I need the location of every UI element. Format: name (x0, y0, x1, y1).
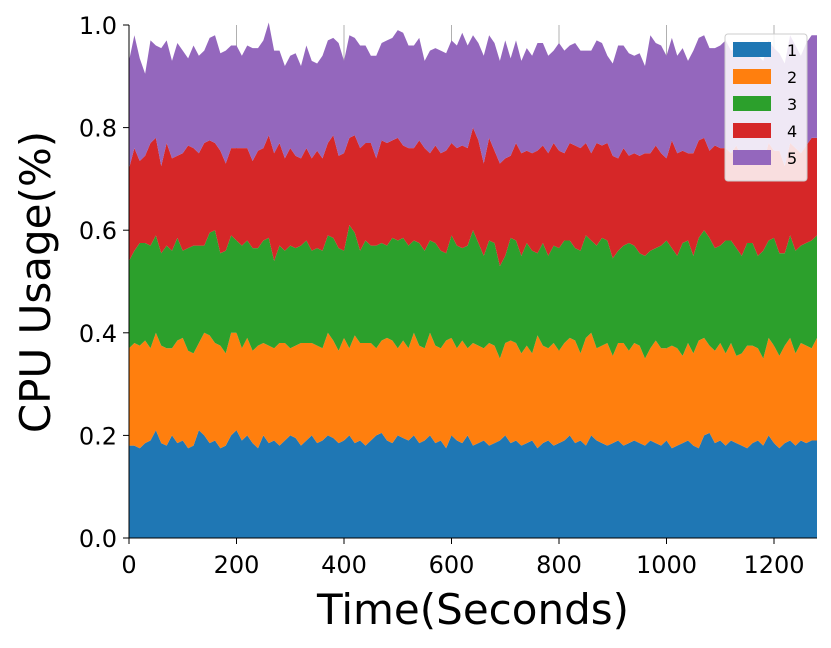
y-tick-label: 1.0 (79, 12, 117, 40)
legend-label-5: 5 (787, 149, 797, 168)
legend-label-3: 3 (787, 95, 797, 114)
x-tick-label: 1000 (636, 551, 697, 579)
y-tick-label: 0.4 (79, 320, 117, 348)
x-tick-label: 1200 (743, 551, 804, 579)
x-tick-label: 400 (321, 551, 367, 579)
x-tick-label: 200 (214, 551, 260, 579)
x-axis-ticks: 0 200 400 600 800 1000 1200 (121, 538, 805, 579)
legend-swatch-4 (733, 123, 771, 138)
y-axis-ticks: 0.0 0.2 0.4 0.6 0.8 1.0 (79, 12, 129, 553)
legend: 1 2 3 4 5 (724, 33, 808, 182)
y-tick-label: 0.6 (79, 217, 117, 245)
x-tick-label: 800 (536, 551, 582, 579)
area-series-4 (129, 127, 817, 267)
legend-swatch-5 (733, 150, 771, 165)
y-tick-label: 0.2 (79, 422, 117, 450)
legend-swatch-3 (733, 96, 771, 111)
y-axis-title: CPU Usage(%) (11, 131, 60, 433)
area-series-3 (129, 225, 817, 359)
legend-swatch-2 (733, 69, 771, 84)
y-tick-label: 0.8 (79, 115, 117, 143)
x-axis-title: Time(Seconds) (316, 585, 629, 634)
area-series-2 (129, 332, 817, 449)
area-series-5 (129, 22, 817, 169)
legend-label-2: 2 (787, 68, 797, 87)
legend-label-4: 4 (787, 122, 797, 141)
plot-areas (129, 22, 817, 538)
area-series-1 (129, 430, 817, 538)
legend-swatch-1 (733, 42, 771, 57)
axes (128, 25, 817, 539)
y-tick-label: 0.0 (79, 525, 117, 553)
x-tick-label: 0 (121, 551, 136, 579)
legend-label-1: 1 (787, 41, 797, 60)
x-tick-label: 600 (429, 551, 475, 579)
